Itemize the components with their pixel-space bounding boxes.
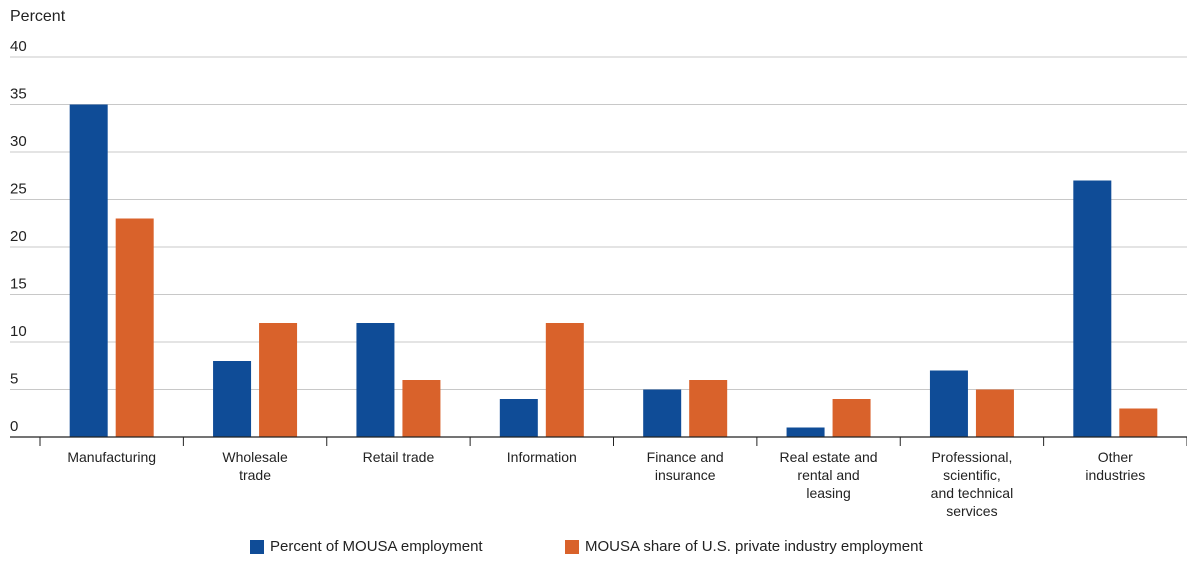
bar-series-1 [929,370,968,437]
bar-series-2 [689,380,728,437]
x-category-label: Information [507,449,577,465]
bar-series-2 [545,323,584,437]
x-category-label: Professional, scientific, and technical ser… [931,449,1014,519]
y-tick-label: 30 [10,133,27,150]
bar-series-1 [786,427,825,437]
y-tick-label: 25 [10,181,27,198]
bar-series-2 [1119,408,1158,437]
x-axis [10,436,1187,446]
gridlines [10,56,1187,390]
bar-series-1 [356,323,395,437]
bar-series-2 [975,389,1014,437]
x-category-label: Wholesale trade [222,449,288,483]
bar-series-1 [643,389,682,437]
x-category-label: Retail trade [363,449,435,465]
x-category-label: Other industries [1085,449,1145,483]
bar-series-1 [69,104,108,437]
legend: Percent of MOUSA employment MOUSA share … [0,538,1187,560]
bar-chart: Percent 0 5 10 15 20 25 30 35 40 Manufacturing Wh… [10,8,1187,519]
legend-label-series-1: Percent of MOUSA employment [270,538,483,555]
y-tick-label: 40 [10,38,27,55]
y-tick-label: 20 [10,228,27,245]
x-category-label: Finance and insurance [647,449,724,483]
y-tick-label: 35 [10,86,27,103]
bar-series-2 [832,399,871,437]
y-axis-ticks: 0 5 10 15 20 25 30 35 40 [10,38,27,435]
legend-label-series-2: MOUSA share of U.S. private industry emp… [585,538,923,555]
x-category-label: Real estate and rental and leasing [780,449,878,501]
legend-item-series-2: MOUSA share of U.S. private industry emp… [565,538,923,555]
x-category-label: Manufacturing [67,449,156,465]
y-axis-title: Percent [10,8,66,25]
bar-series-1 [213,361,252,437]
legend-swatch-series-1 [250,539,264,554]
bar-series-2 [259,323,298,437]
legend-swatch-series-2 [565,539,579,554]
y-tick-label: 15 [10,276,27,293]
bar-series-1 [499,399,538,437]
bar-series-2 [402,380,441,437]
y-tick-label: 5 [10,371,18,388]
category-labels: Manufacturing Wholesale trade Retail trade I… [67,449,1145,519]
y-tick-label: 10 [10,323,27,340]
legend-item-series-1: Percent of MOUSA employment [250,538,483,555]
bars [69,104,1158,437]
bar-series-1 [1073,180,1112,437]
y-tick-label: 0 [10,418,18,435]
bar-series-2 [115,218,154,437]
